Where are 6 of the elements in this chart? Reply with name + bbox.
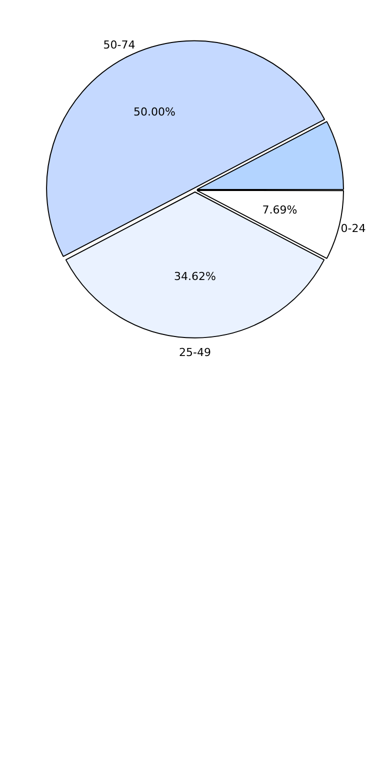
slice-label: 50-74 — [103, 38, 136, 52]
data-label: 50.00% — [133, 106, 176, 119]
slice-label: 0-24 — [340, 222, 366, 235]
data-label: 34.62% — [174, 270, 216, 284]
data-label: 7.69% — [262, 204, 298, 217]
slice-label: 25-49 — [179, 346, 211, 359]
